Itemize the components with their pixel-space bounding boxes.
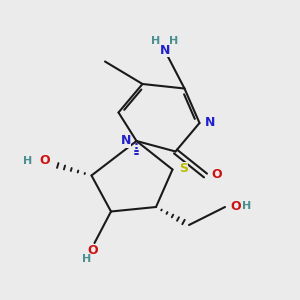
Text: N: N	[121, 134, 131, 148]
Text: H: H	[82, 254, 92, 264]
Text: N: N	[160, 44, 170, 57]
Text: H: H	[169, 36, 178, 46]
Text: H: H	[242, 201, 252, 212]
Text: H: H	[151, 36, 160, 46]
Text: O: O	[39, 154, 50, 167]
Text: O: O	[88, 244, 98, 257]
Text: N: N	[205, 116, 215, 129]
Text: O: O	[212, 168, 222, 182]
Text: S: S	[179, 162, 188, 176]
Text: H: H	[23, 155, 32, 166]
Text: O: O	[230, 200, 241, 213]
